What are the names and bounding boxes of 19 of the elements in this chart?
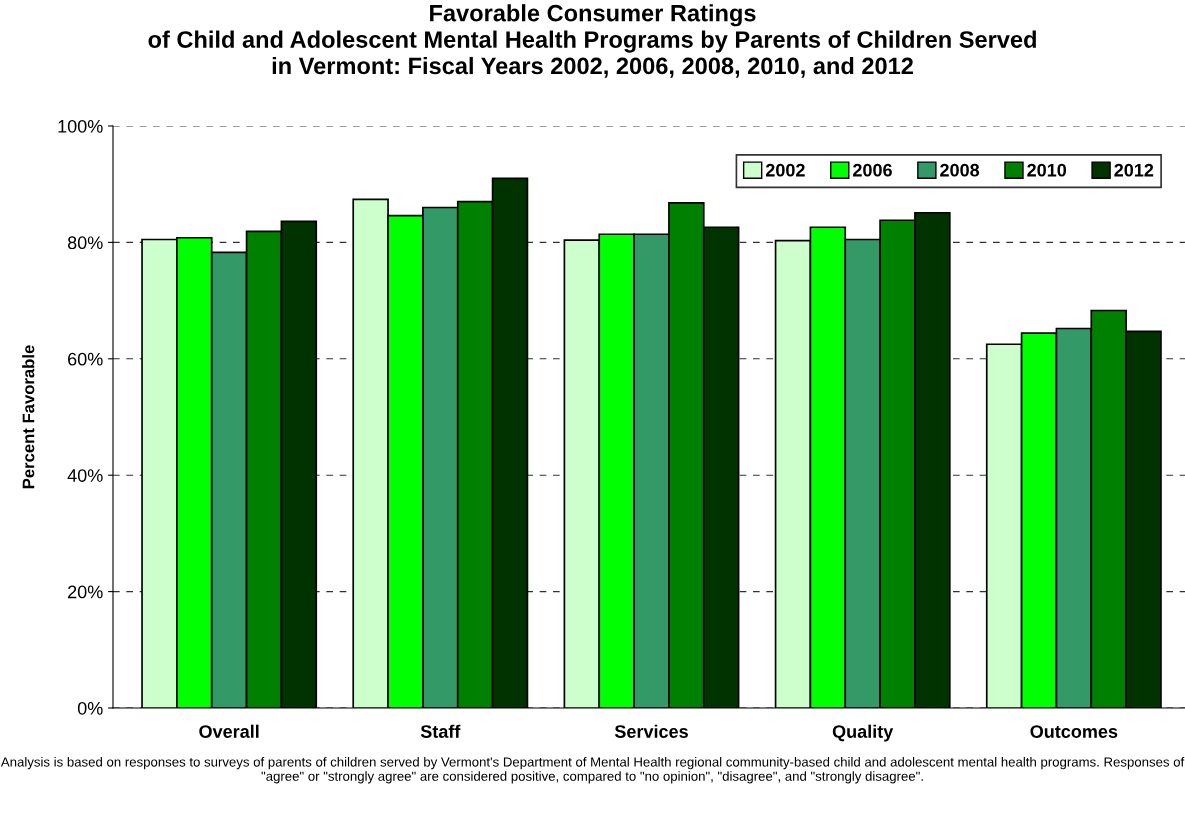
x-tick-label: Services [614,724,688,738]
y-tick-label: 20% [68,585,103,599]
y-tick-label: 40% [67,469,103,482]
legend-label: 2008 [940,163,980,177]
y-tick-label: 0% [77,701,103,715]
x-tick-label: Outcomes [1030,725,1118,738]
legend-label: 2010 [1027,163,1067,177]
legend-label: 2012 [1114,163,1154,177]
y-axis-title: Percent Favorable [22,345,35,489]
y-tick-label: 100% [58,119,103,133]
y-tick-label: 80% [67,236,103,250]
x-tick-label: Quality [832,724,894,742]
chart-title: Favorable Consumer Ratings of Child and Adolescent Mental Health Programs by Parents of Children Served in Vermont: Fiscal Years 2002, 2006, 2008, 2010, and 2012 [148,4,1036,78]
legend-label: 2006 [853,163,892,177]
legend-label: 2002 [765,163,805,177]
x-tick-label: Staff [420,724,461,738]
y-tick-label: 60% [68,352,103,366]
x-tick-label: Overall [199,724,259,738]
text: Analysis is based on responses to surveys of parents of children served by Vermont's Department of Mental Health regional community-based child and adolescent mental health programs. Responses of "agree" or "strongly agree" are considered positive, compared to "no opinion", "disagree", and "strongly disagree". [0,756,1185,784]
